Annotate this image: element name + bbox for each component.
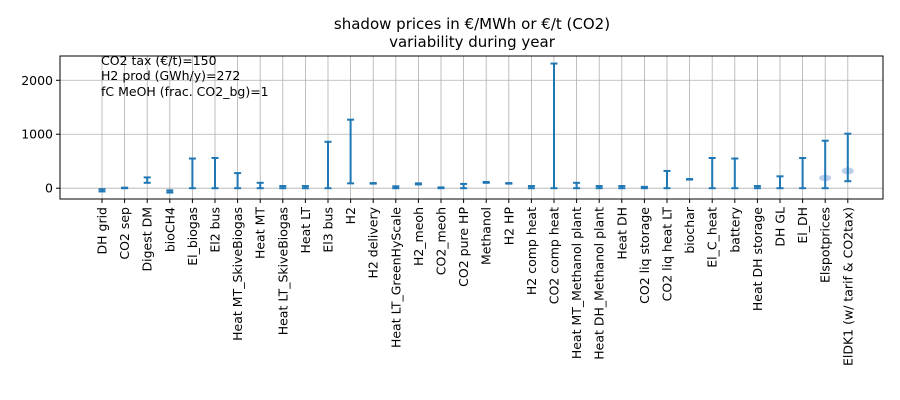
- x-tick-label: Heat DH storage: [750, 207, 765, 311]
- x-tick-label: El2 bus: [208, 207, 223, 253]
- y-tick-label: 1000: [21, 127, 53, 142]
- range-bar: [460, 182, 468, 190]
- x-tick-label: CO2 liq storage: [637, 207, 652, 304]
- x-tick-label: CO2 sep: [117, 207, 132, 260]
- range-bar: [663, 169, 671, 190]
- annotation-co2-tax: CO2 tax (€/t)=150: [101, 53, 217, 68]
- x-axis: DH grid CO2 sep Digest DM bioCH4 El_biogas El…: [95, 199, 855, 366]
- annotation-fc-meoh: fC MeOH (frac. CO2_bg)=1: [101, 84, 269, 99]
- y-axis: 0 1000 2000: [21, 73, 60, 196]
- x-tick-label: El_DH: [795, 207, 810, 244]
- range-bar: [121, 186, 129, 190]
- x-tick-label: Digest DM: [140, 207, 155, 272]
- x-tick-label: El_biogas: [185, 207, 200, 266]
- x-tick-label: battery: [727, 206, 742, 252]
- range-bar: [550, 62, 558, 190]
- range-bar: [369, 182, 377, 185]
- annotation-h2-prod: H2 prod (GWh/y)=272: [101, 68, 240, 83]
- x-tick-label: Heat LT: [298, 207, 313, 254]
- x-tick-label: CO2 pure HP: [456, 207, 471, 287]
- x-tick-label: DH GL: [773, 207, 788, 247]
- x-tick-label: CO2_meoh: [434, 207, 449, 275]
- range-bar: [143, 176, 151, 184]
- range-bar: [686, 178, 694, 181]
- y-tick-label: 0: [45, 181, 53, 196]
- x-tick-label: CO2 liq heat LT: [660, 207, 675, 302]
- y-tick-label: 2000: [21, 73, 53, 88]
- chart-title-line-2: variability during year: [389, 33, 556, 51]
- x-tick-label: Methanol: [479, 207, 494, 265]
- range-bar: [821, 139, 829, 190]
- range-bar: [482, 181, 490, 184]
- x-tick-label: H2_meoh: [411, 207, 426, 266]
- x-tick-label: DH grid: [95, 207, 110, 254]
- x-tick-label: Heat MT: [253, 207, 268, 259]
- plot-marks: [98, 62, 854, 194]
- x-tick-label: ElDK1 (w/ tarif & CO2tax): [840, 207, 855, 366]
- x-tick-label: H2: [343, 207, 358, 224]
- x-tick-label: Heat MT_SkiveBiogas: [230, 207, 245, 341]
- range-bar: [256, 181, 264, 190]
- range-bar: [211, 156, 219, 190]
- range-bar: [505, 182, 513, 185]
- range-bar: [844, 132, 852, 183]
- x-tick-label: bioCH4: [162, 207, 177, 252]
- x-tick-label: El_C_heat: [705, 207, 720, 268]
- range-bar: [188, 157, 196, 190]
- range-bar: [98, 188, 106, 193]
- range-bar: [799, 156, 807, 190]
- range-bar: [324, 140, 332, 190]
- range-bar: [437, 186, 445, 190]
- range-bar: [618, 185, 626, 190]
- range-bar: [753, 185, 761, 190]
- x-tick-label: Heat LT_SkiveBiogas: [275, 207, 290, 335]
- range-bar: [166, 189, 174, 194]
- range-bar: [279, 185, 287, 190]
- range-bar: [414, 182, 422, 186]
- range-bar: [776, 175, 784, 190]
- x-tick-label: Elspotprices: [818, 207, 833, 283]
- x-tick-label: biochar: [682, 206, 697, 254]
- x-tick-label: H2 comp heat: [524, 207, 539, 295]
- range-bar: [347, 118, 355, 185]
- plot-frame: [59, 55, 884, 200]
- x-tick-label: Heat MT_Methanol plant: [569, 207, 584, 359]
- x-tick-label: CO2 comp heat: [547, 207, 562, 304]
- x-tick-label: El3 bus: [321, 207, 336, 253]
- x-tick-label: Heat DH: [614, 207, 629, 260]
- range-bar: [640, 185, 648, 190]
- range-bar: [234, 172, 242, 190]
- range-bar: [301, 185, 309, 190]
- range-bar: [731, 157, 739, 190]
- x-tick-label: Heat DH_Methanol plant: [592, 207, 607, 360]
- chart-title-line-1: shadow prices in €/MWh or €/t (CO2): [334, 15, 610, 33]
- range-bar: [595, 185, 603, 190]
- x-tick-label: Heat LT_GreenHyScale: [388, 207, 403, 348]
- range-bar: [527, 185, 535, 190]
- range-bar: [392, 185, 400, 190]
- range-bar: [708, 156, 716, 190]
- x-tick-label: H2 delivery: [366, 206, 381, 278]
- range-bar: [573, 181, 581, 190]
- x-tick-label: H2 HP: [501, 207, 516, 246]
